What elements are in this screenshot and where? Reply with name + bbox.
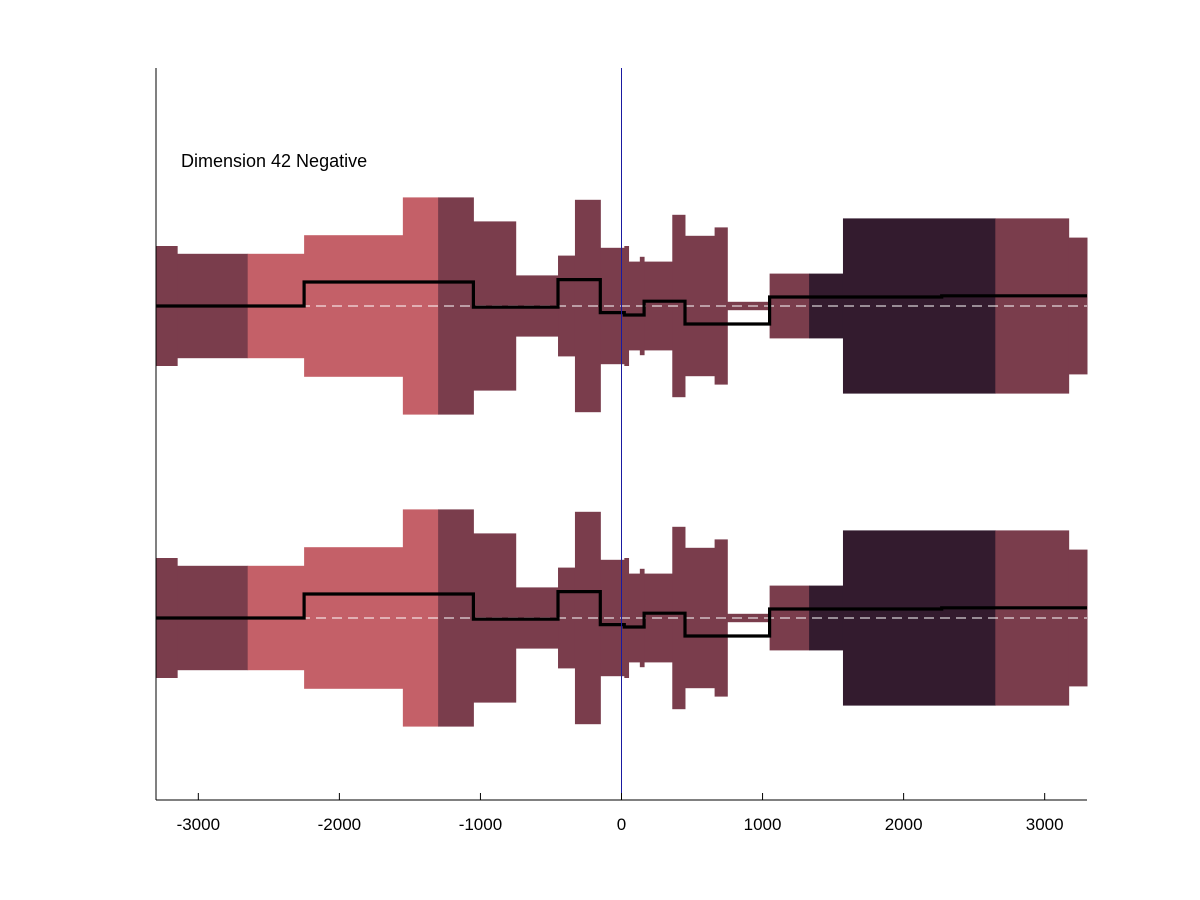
- mean-step-line: [156, 278, 1087, 326]
- x-tick-label: 2000: [885, 815, 923, 834]
- x-tick-label: 0: [617, 815, 626, 834]
- x-tick-label: -1000: [459, 815, 502, 834]
- band-segment: [672, 214, 686, 398]
- x-tick-label: 3000: [1026, 815, 1064, 834]
- band-segment: [1068, 237, 1088, 375]
- band-segment: [628, 573, 641, 663]
- panel-title: Dimension 42 Negative: [181, 151, 367, 171]
- mean-step-line: [156, 590, 1087, 638]
- x-tick-label: 1000: [744, 815, 782, 834]
- band-segment: [672, 526, 686, 710]
- band-segment: [1068, 549, 1088, 687]
- band-segment: [628, 261, 641, 351]
- mean-line-layer: [156, 278, 1087, 638]
- x-tick-label: -3000: [177, 815, 220, 834]
- x-tick-layer: -3000 -2000 -1000 0 1000 2000 3000: [177, 793, 1064, 834]
- x-tick-label: -2000: [318, 815, 361, 834]
